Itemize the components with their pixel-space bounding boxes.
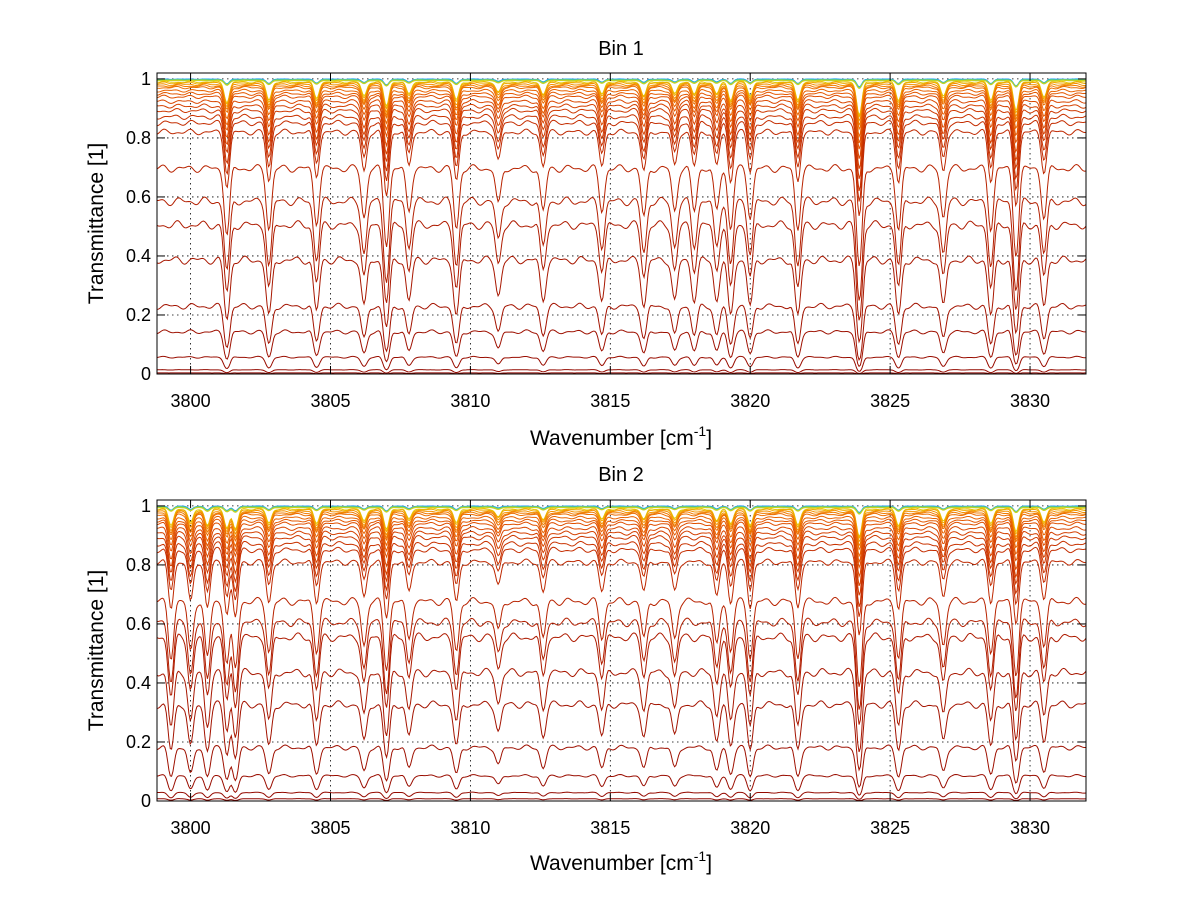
spectrum-line	[157, 558, 1086, 636]
subplot-1-xlabel-sup: -1	[694, 423, 707, 439]
spectrum-line	[157, 81, 1086, 119]
spectrum-line	[157, 128, 1086, 216]
subplot-bin-2: Bin 2 3800 3805 3810 3815 3820 3825 3830 0 0.2 0.…	[85, 464, 1087, 875]
subplot-1-tick-labels: 3800 3805 3810 3815 3820 3825 3830 0 0.2 0.4 0.6 0.…	[126, 69, 1050, 411]
subplot-2-xlabel-main: Wavenumber [cm	[530, 852, 694, 875]
spectrum-line	[157, 521, 1086, 570]
spectrum-line	[157, 94, 1086, 150]
subplot-1-ylabel: Transmittance [1]	[85, 143, 108, 304]
spectrum-line	[157, 509, 1086, 543]
subplot-2-title: Bin 2	[598, 464, 644, 486]
spectrum-line	[157, 511, 1086, 547]
x-tick-label: 3825	[870, 391, 910, 411]
spectrum-line	[157, 196, 1086, 301]
spectrum-line	[157, 85, 1086, 131]
x-tick-label: 3800	[171, 391, 211, 411]
subplot-1-xlabel-main: Wavenumber [cm	[530, 427, 694, 450]
spectrum-line	[157, 88, 1086, 139]
spectrum-line	[157, 508, 1086, 540]
spectrum-line	[157, 744, 1086, 789]
spectrum-line	[157, 596, 1086, 687]
x-tick-label: 3830	[1010, 391, 1050, 411]
spectrum-line	[157, 372, 1086, 374]
spectrum-line	[157, 302, 1086, 361]
y-tick-label: 0	[141, 791, 151, 811]
spectrum-line	[157, 84, 1086, 127]
subplot-1-ticks	[157, 73, 1086, 375]
spectrum-line	[157, 617, 1086, 710]
subplot-1-xlabel: Wavenumber [cm-1]	[530, 423, 712, 450]
x-tick-label: 3815	[590, 391, 630, 411]
spectrum-line	[157, 534, 1086, 596]
spectrum-line	[157, 163, 1086, 267]
subplot-2-series	[157, 505, 1086, 801]
x-tick-label: 3820	[730, 391, 770, 411]
spectrum-line	[157, 667, 1086, 753]
spectrum-line	[157, 632, 1086, 725]
subplot-2-xlabel-end: ]	[706, 852, 712, 875]
x-tick-label: 3820	[730, 818, 770, 838]
y-tick-label: 0.8	[126, 555, 151, 575]
y-tick-label: 0.4	[126, 246, 151, 266]
spectrum-line	[157, 220, 1086, 321]
spectrum-line	[157, 540, 1086, 607]
subplot-bin-1: Bin 1 3800 3805 3810 3815 3820 3825 3830 0 0.2 0.…	[85, 38, 1087, 450]
spectrum-line	[157, 79, 1086, 90]
y-tick-label: 1	[141, 496, 151, 516]
spectrum-line	[157, 798, 1086, 801]
y-tick-label: 0.6	[126, 614, 151, 634]
spectrum-line	[157, 255, 1086, 344]
spectrum-line	[157, 530, 1086, 586]
spectrum-line	[157, 506, 1086, 515]
y-tick-label: 0.2	[126, 305, 151, 325]
spectrum-line	[157, 355, 1086, 372]
spectrum-line	[157, 773, 1086, 796]
subplot-2-xlabel: Wavenumber [cm-1]	[530, 848, 712, 875]
y-tick-label: 1	[141, 69, 151, 89]
spectrum-line	[157, 82, 1086, 123]
subplot-1-title: Bin 1	[598, 38, 644, 60]
subplot-2-tick-labels: 3800 3805 3810 3815 3820 3825 3830 0 0.2 0.4 0.6 0.…	[126, 496, 1050, 838]
y-tick-label: 0.4	[126, 673, 151, 693]
subplot-2-axes-box	[156, 499, 1087, 802]
spectrum-line	[157, 119, 1086, 202]
subplot-2-xlabel-sup: -1	[694, 848, 707, 864]
spectrum-line	[157, 107, 1086, 180]
y-tick-label: 0.6	[126, 187, 151, 207]
spectrum-line	[157, 526, 1086, 579]
subplot-1-xlabel-end: ]	[706, 427, 712, 450]
x-tick-label: 3805	[310, 818, 350, 838]
x-tick-label: 3810	[450, 818, 490, 838]
subplot-2-ylabel: Transmittance [1]	[85, 570, 108, 731]
x-tick-label: 3815	[590, 818, 630, 838]
spectrum-line	[157, 99, 1086, 159]
x-tick-label: 3825	[870, 818, 910, 838]
spectrum-line	[157, 329, 1086, 368]
subplot-2-ticks	[157, 500, 1086, 802]
spectrum-line	[157, 700, 1086, 772]
x-tick-label: 3800	[171, 818, 211, 838]
x-tick-label: 3830	[1010, 818, 1050, 838]
spectrum-line	[157, 512, 1086, 551]
y-tick-label: 0.8	[126, 128, 151, 148]
spectrum-line	[157, 103, 1086, 169]
spectrum-line	[157, 113, 1086, 192]
spectrum-line	[157, 91, 1086, 144]
y-tick-label: 0.2	[126, 732, 151, 752]
spectrum-line	[157, 518, 1086, 564]
x-tick-label: 3805	[310, 391, 350, 411]
subplot-1-axes-box	[156, 72, 1087, 375]
subplot-1-grid	[157, 73, 1086, 375]
spectrum-line	[157, 791, 1086, 800]
y-tick-label: 0	[141, 364, 151, 384]
spectrum-line	[157, 515, 1086, 558]
subplot-1-series	[157, 78, 1086, 374]
spectrum-line	[157, 369, 1086, 374]
x-tick-label: 3810	[450, 391, 490, 411]
spectrum-line	[157, 546, 1086, 617]
